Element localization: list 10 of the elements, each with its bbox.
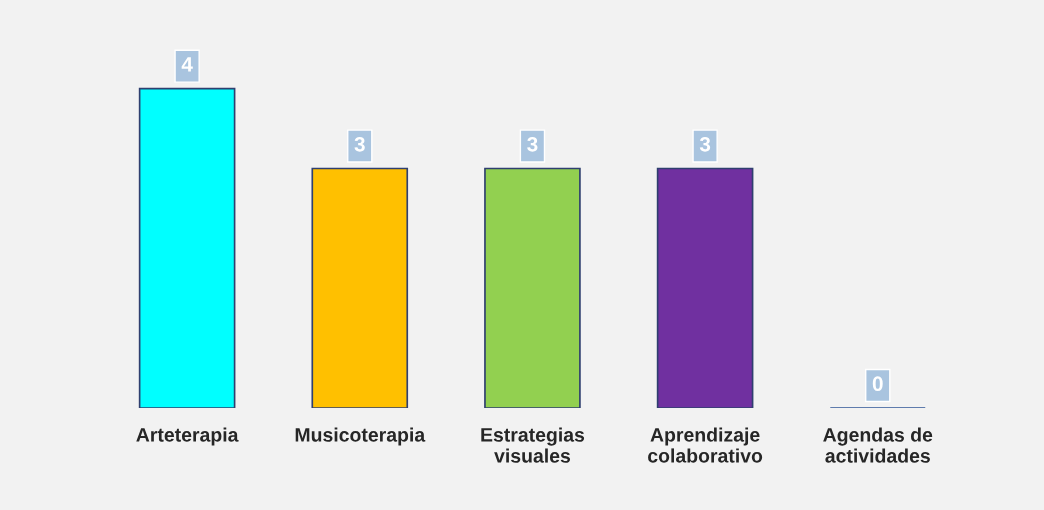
x-tick-label: Agendas de actividades	[823, 427, 933, 463]
x-tick-label: Arteterapia	[136, 427, 239, 446]
data-label: 0	[872, 376, 883, 392]
data-label: 4	[181, 57, 193, 72]
data-label: 3	[354, 136, 365, 152]
x-tick-label: Musicoterapia	[295, 427, 426, 446]
data-label: 3	[699, 136, 711, 152]
x-tick-label: Estrategias visuales	[481, 427, 585, 463]
data-label: 3	[527, 136, 538, 152]
x-tick-label: Aprendizaje colaborativo	[648, 427, 763, 463]
